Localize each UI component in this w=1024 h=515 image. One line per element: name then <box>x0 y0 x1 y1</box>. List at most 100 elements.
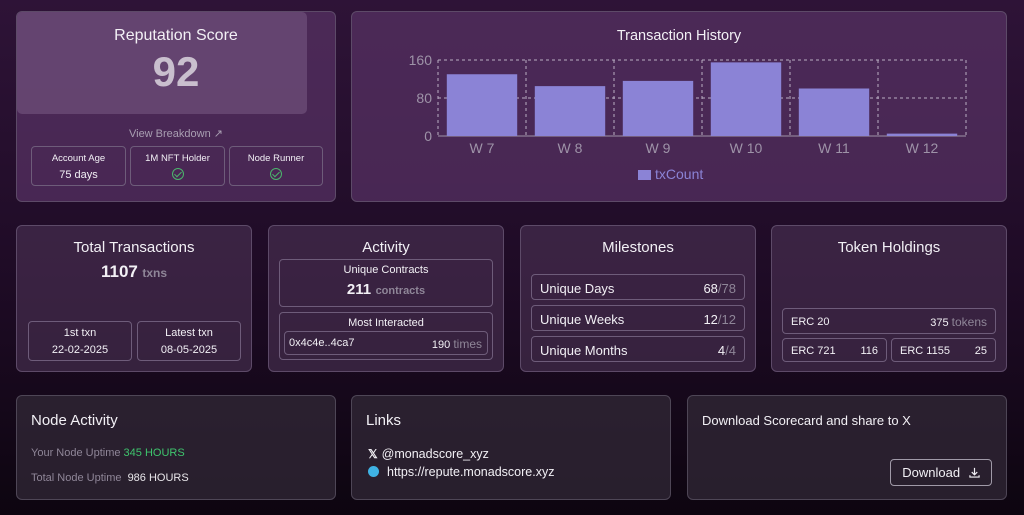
milestone-total: /12 <box>717 312 736 327</box>
node-activity-card: Node Activity Your Node Uptime 345 HOURS… <box>16 395 336 500</box>
total-transactions-card: Total Transactions 1107 txns 1st txn 22-… <box>16 225 252 372</box>
milestone-value: 12 <box>703 312 718 327</box>
total-transactions-count: 1107 <box>100 262 138 281</box>
reputation-score: 92 <box>152 48 200 95</box>
y-tick-label: 80 <box>416 90 432 106</box>
milestone-value: 68 <box>703 281 718 296</box>
token-holdings-title: Token Holdings <box>837 239 941 256</box>
total-uptime-label: Total Node Uptime <box>31 472 122 484</box>
latest-txn-label: Latest txn <box>165 327 213 339</box>
erc20-row: ERC 20 375 tokens <box>782 308 996 334</box>
download-card: Download Scorecard and share to X Downlo… <box>687 395 1007 500</box>
website-link[interactable]: https://repute.monadscore.xyz <box>368 465 554 479</box>
account-age-label: Account Age <box>51 153 106 164</box>
latest-txn-value: 08-05-2025 <box>160 344 218 356</box>
transaction-history-card: Transaction History 0 80 160 W 7 W 8 W 9 W 10 W… <box>351 11 1007 202</box>
total-transactions-unit: txns <box>142 266 168 280</box>
erc1155-row: ERC 1155 25 <box>891 338 996 362</box>
most-interacted-row: 0x4c4e..4ca7 190 times <box>284 331 488 355</box>
first-txn-label: 1st txn <box>63 327 97 339</box>
nft-holder-label: 1M NFT Holder <box>145 153 210 164</box>
chart-bar <box>886 133 958 136</box>
x-logo-icon: 𝕏 <box>368 447 378 461</box>
milestone-total: /78 <box>717 281 736 296</box>
activity-card: Activity Unique Contracts 211 contracts … <box>268 225 504 372</box>
node-runner-box: Node Runner <box>229 146 323 186</box>
milestone-total: /4 <box>725 343 736 358</box>
download-label: Download <box>902 465 961 480</box>
reputation-title: Reputation Score <box>114 27 238 44</box>
milestone-row: Unique Weeks 12/12 <box>531 305 745 331</box>
unique-contracts-unit: contracts <box>375 285 426 297</box>
chart-title: Transaction History <box>616 28 742 44</box>
milestone-row: Unique Months 4/4 <box>531 336 745 362</box>
check-icon <box>171 168 184 180</box>
x-tick-label: W 8 <box>558 140 583 156</box>
globe-icon <box>368 466 379 477</box>
view-breakdown-link[interactable]: View Breakdown ↗ <box>128 128 223 140</box>
transaction-history-chart: 0 80 160 W 7 W 8 W 9 W 10 W 11 W 12 txCount <box>409 52 967 182</box>
most-interacted-count: 190 <box>431 339 451 351</box>
y-tick-label: 0 <box>424 128 432 144</box>
total-transactions-title: Total Transactions <box>73 239 195 256</box>
total-uptime-value: 986 HOURS <box>127 472 189 484</box>
links-title: Links <box>366 412 402 429</box>
erc721-value: 116 <box>860 345 878 357</box>
milestone-row: Unique Days 68/78 <box>531 274 745 300</box>
unique-contracts-value: 211 <box>346 281 372 298</box>
legend-swatch <box>638 170 651 180</box>
unique-contracts-label: Unique Contracts <box>343 264 429 276</box>
account-age-value: 75 days <box>59 169 98 181</box>
erc20-label: ERC 20 <box>791 316 830 328</box>
milestones-title: Milestones <box>602 239 674 256</box>
milestones-card: Milestones Unique Days 68/78 Unique Week… <box>520 225 756 372</box>
milestone-value: 4 <box>717 343 726 358</box>
nft-holder-box: 1M NFT Holder <box>130 146 225 186</box>
check-icon <box>270 168 282 180</box>
download-icon <box>969 467 980 478</box>
x-tick-label: W 10 <box>730 140 763 156</box>
unique-contracts-box: Unique Contracts 211 contracts <box>279 259 493 307</box>
milestone-label: Unique Months <box>540 343 628 358</box>
latest-txn-box: Latest txn 08-05-2025 <box>137 321 241 361</box>
milestone-label: Unique Days <box>540 281 615 296</box>
node-activity-title: Node Activity <box>31 412 118 429</box>
erc20-unit: tokens <box>951 315 987 329</box>
most-interacted-address[interactable]: 0x4c4e..4ca7 <box>289 337 355 349</box>
your-uptime-label: Your Node Uptime <box>31 447 121 459</box>
token-holdings-card: Token Holdings ERC 20 375 tokens ERC 721… <box>771 225 1007 372</box>
first-txn-value: 22-02-2025 <box>51 344 109 356</box>
x-handle: @monadscore_xyz <box>381 447 489 461</box>
node-runner-label: Node Runner <box>247 153 305 164</box>
chart-bar <box>710 62 782 136</box>
erc1155-value: 25 <box>974 345 987 357</box>
your-uptime-value: 345 HOURS <box>123 447 185 459</box>
reputation-card: Reputation Score 92 View Breakdown ↗ Acc… <box>16 11 336 202</box>
download-text: Download Scorecard and share to X <box>702 413 911 428</box>
erc721-row: ERC 721 116 <box>782 338 887 362</box>
erc1155-label: ERC 1155 <box>900 345 950 357</box>
y-tick-label: 160 <box>409 52 433 68</box>
chart-bar <box>446 74 518 136</box>
chart-bar <box>798 88 870 136</box>
legend-label: txCount <box>655 166 703 182</box>
website-url: https://repute.monadscore.xyz <box>387 465 555 479</box>
most-interacted-unit: times <box>453 337 482 351</box>
chart-bar <box>534 86 606 136</box>
milestone-label: Unique Weeks <box>540 312 625 327</box>
x-tick-label: W 7 <box>470 140 495 156</box>
erc20-value: 375 <box>930 317 949 329</box>
links-card: Links 𝕏 @monadscore_xyz https://repute.mo… <box>351 395 671 500</box>
activity-title: Activity <box>362 239 410 256</box>
account-age-box: Account Age 75 days <box>31 146 126 186</box>
reputation-score-box: Reputation Score 92 <box>17 12 307 114</box>
erc721-label: ERC 721 <box>791 345 836 357</box>
x-link[interactable]: 𝕏 @monadscore_xyz <box>368 447 489 461</box>
most-interacted-label: Most Interacted <box>348 317 424 329</box>
chart-bar <box>622 80 694 136</box>
first-txn-box: 1st txn 22-02-2025 <box>28 321 132 361</box>
most-interacted-box: Most Interacted 0x4c4e..4ca7 190 times <box>279 312 493 360</box>
x-tick-label: W 12 <box>906 140 939 156</box>
x-tick-label: W 11 <box>818 140 850 156</box>
download-button[interactable]: Download <box>890 459 992 486</box>
